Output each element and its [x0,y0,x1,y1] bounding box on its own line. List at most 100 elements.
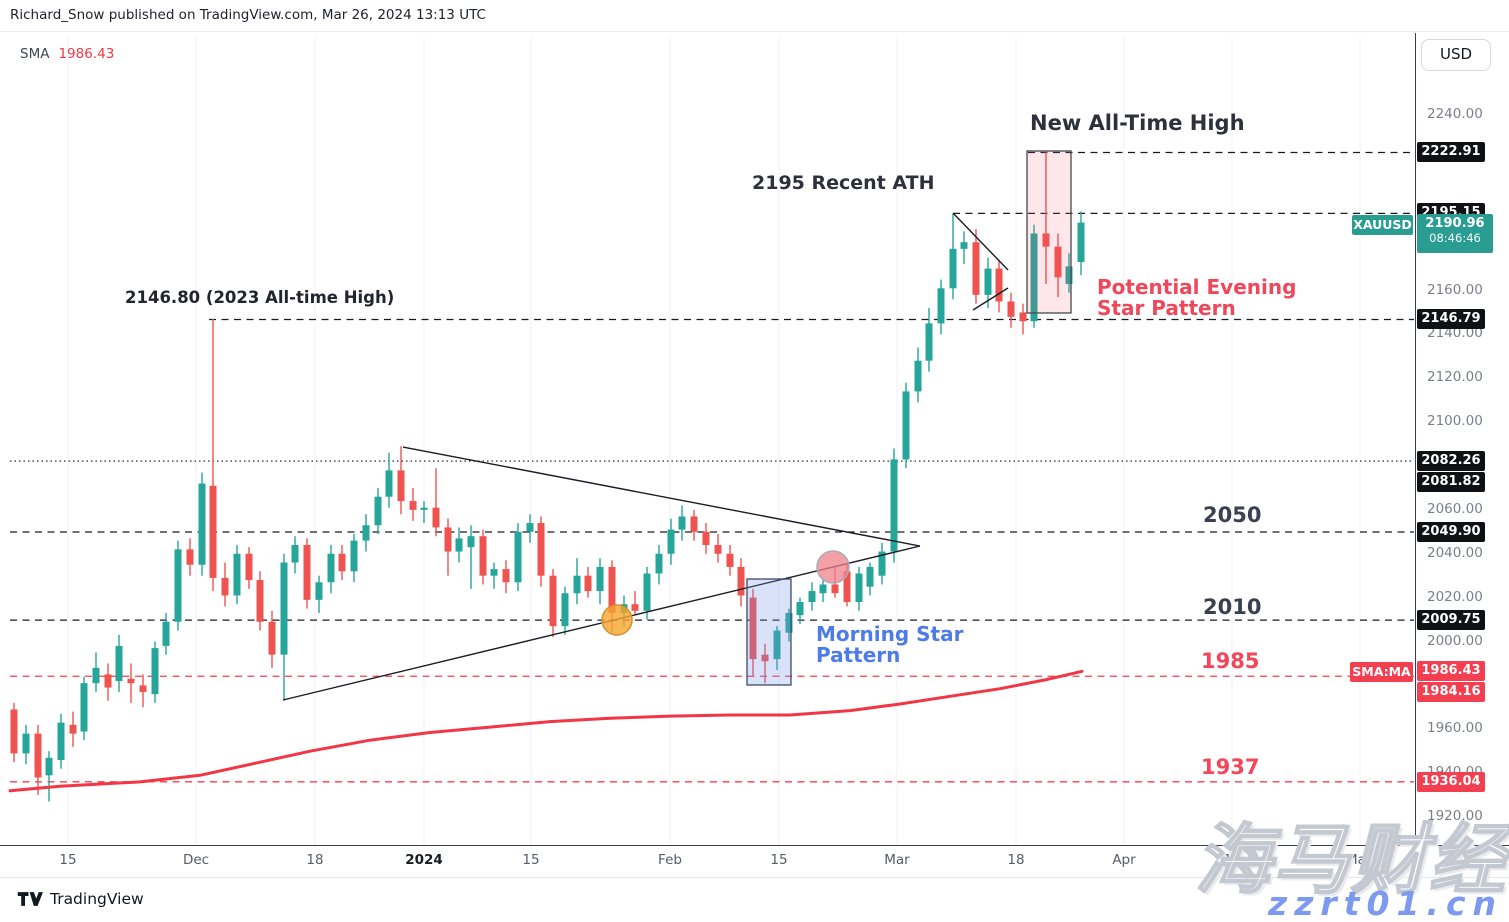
annotation-evening-star: Potential Evening Star Pattern [1097,275,1297,320]
price-badge-2190.96: 2190.96 08:46:46 [1417,213,1493,253]
annotation-morning-star: Morning Star Pattern [816,622,964,667]
publish-bar: Richard_Snow published on TradingView.co… [0,0,1509,32]
tradingview-brand-text: TradingView [50,890,144,908]
candle-body [773,630,781,660]
candle-body [714,544,722,554]
candle-body [374,496,382,526]
candle-body [268,621,276,655]
candle-body [57,722,65,760]
footer-divider [0,877,1509,878]
price-axis-tick: 2060.00 [1427,500,1483,517]
tradingview-logo-icon [17,892,43,906]
indicator-value: 1986.43 [58,46,115,62]
candle-body [526,523,534,532]
price-axis-tick: 2000.00 [1427,632,1483,649]
axis-side-label-XAUUSD: XAUUSD [1352,214,1413,235]
candle-body [960,242,968,249]
candle-body [174,549,182,622]
candle-body [643,573,651,611]
candle-body [890,459,898,552]
candle-body [409,501,417,510]
tradingview-footer: TradingView [17,889,144,909]
candle-body [667,529,675,554]
price-axis-tick: 2100.00 [1427,413,1483,430]
evening-star-box [1026,150,1072,314]
time-axis-label: Dec [182,852,210,868]
candle-body [655,553,663,574]
trendline [972,287,1009,311]
candle-body [1054,246,1062,278]
level-label-2010: 2010 [1203,595,1262,619]
publisher-text: Richard_Snow published on TradingView.co… [10,7,486,23]
morning-star-box [746,578,792,686]
candle-body [584,575,592,592]
candle-body [843,571,851,603]
sma-line [8,669,1084,793]
candle-body [995,268,1003,302]
time-axis-label: Apr [1112,852,1136,868]
candle-body [1019,312,1027,322]
price-axis-tick: 1920.00 [1427,808,1483,824]
candle-body [866,566,874,587]
trendline [282,545,921,701]
indicator-name: SMA [20,46,50,62]
candle-body [115,645,123,681]
candle-body [45,757,53,776]
candle-body [878,551,886,576]
candle-body [1065,266,1073,284]
price-axis-tick: 2020.00 [1427,588,1483,605]
trendline [952,212,1009,271]
currency-button[interactable]: USD [1421,39,1491,71]
candle-body [561,593,569,627]
candle-body [573,575,581,594]
time-axis-label: 15 [770,852,788,868]
price-badge-2009.75: 2009.75 [1417,610,1485,631]
candle-body [690,516,698,532]
candle-body [291,544,299,563]
time-axis-label: Feb [658,852,682,868]
candle-body [914,360,922,392]
price-axis-tick: 2120.00 [1427,369,1483,386]
candle-body [221,577,229,596]
time-axis-label: 2024 [405,852,443,868]
candle-body [549,575,557,627]
candle-body [761,654,769,662]
candle-body [397,470,405,502]
candle-body [280,562,288,655]
candle-body [855,573,863,603]
candle-body [432,507,440,528]
candle-body [596,566,604,592]
candle-body [69,724,77,734]
trendline [402,446,921,547]
candle-body [1077,222,1085,262]
price-badge-2222.91: 2222.91 [1417,142,1485,163]
candle-body [104,674,112,688]
candle-body [1030,233,1038,322]
candle-body [92,667,100,684]
price-axis-tick: 2240.00 [1427,106,1483,122]
price-badge-1984.16: 1984.16 [1417,682,1485,703]
candle-body [198,483,206,565]
candle-body [385,470,393,497]
candle-body [631,604,639,611]
price-axis-tick: 2140.00 [1427,325,1483,342]
price-badge-2082.26: 2082.26 [1417,451,1485,472]
candle-body [925,323,933,361]
time-axis-label: 15 [59,852,77,868]
candle-body [726,553,734,567]
annotation-2023-all-time-high: 2146.80 (2023 All-time High) [125,288,395,307]
annotation-recent-ath: 2195 Recent ATH [752,172,935,194]
candle-body [479,536,487,576]
time-axis-label: May [1346,852,1374,868]
time-axis-label: 18 [306,852,324,868]
candle-body [420,507,428,510]
candle-body [444,527,452,552]
candle-body [1042,233,1050,247]
candle-body [796,602,804,616]
candle-body [80,683,88,732]
indicator-legend[interactable]: SMA 1986.43 [20,46,114,62]
level-label-2050: 2050 [1203,503,1262,527]
watermark-url: zzrt01.cn [1268,884,1503,922]
time-axis-border [0,845,1509,846]
